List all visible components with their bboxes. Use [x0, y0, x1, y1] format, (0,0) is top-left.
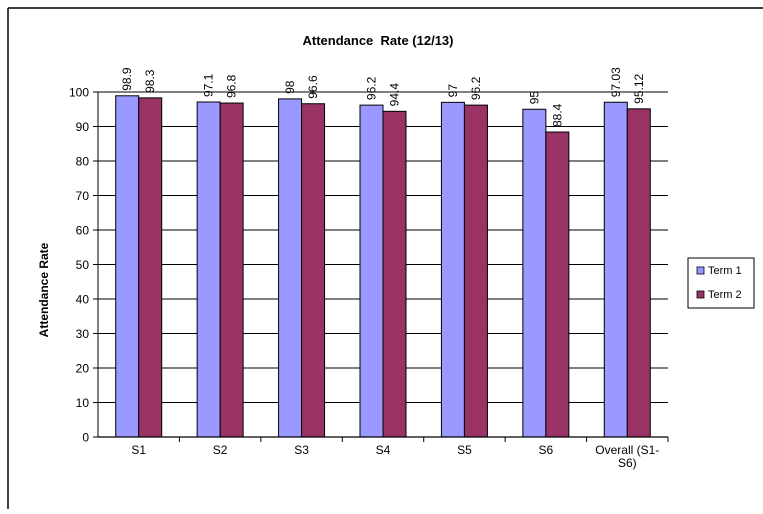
x-tick-label-s1: S1	[131, 443, 146, 457]
data-label-term-2-s6: 88.4	[550, 103, 564, 127]
x-tick-label-s4: S4	[376, 443, 391, 457]
bars	[115, 95, 651, 438]
data-label-term-1-s1: 98.9	[120, 67, 134, 91]
data-label-term-2-s5: 96.2	[469, 76, 483, 100]
legend-box	[687, 257, 755, 309]
y-tick-label-30: 30	[76, 327, 90, 341]
bar-term-2-s2	[219, 102, 244, 438]
y-tick-label-40: 40	[76, 293, 90, 307]
bar-term-2-s3	[301, 103, 326, 438]
data-label-term-2-s1: 98.3	[143, 69, 157, 93]
axes	[93, 91, 669, 442]
y-tick-label-80: 80	[76, 155, 90, 169]
data-labels: 98.9 98.3 97.1 96.8 98 96.6 96.2 94.4 97 96.2 95 88…	[120, 67, 646, 127]
bar-term-1-s6	[522, 108, 547, 438]
legend: Term 1 Term 2	[687, 257, 755, 309]
data-label-term-2-s3: 96.6	[306, 75, 320, 99]
bar-term-2-s5	[463, 104, 488, 438]
bar-term-2-s4	[382, 110, 407, 438]
legend-label-term-1: Term 1	[708, 265, 742, 277]
y-tick-labels: 0 10 20 30 40 50 60 70 80 90 100	[69, 86, 89, 445]
data-label-term-2-overall-s1-s6: 95.12	[632, 73, 646, 103]
data-label-term-1-s5: 97	[446, 84, 460, 98]
bar-term-1-s3	[278, 98, 303, 438]
data-label-term-1-s4: 96.2	[365, 76, 379, 100]
y-tick-label-0: 0	[82, 431, 89, 445]
y-tick-label-90: 90	[76, 120, 90, 134]
bar-term-1-s1	[115, 95, 140, 438]
bar-term-2-s1	[138, 97, 163, 438]
data-label-term-1-s3: 98	[283, 80, 297, 94]
data-label-term-1-s6: 95	[527, 91, 541, 105]
bar-term-1-overall-s1-s6	[603, 101, 628, 438]
data-label-term-1-s2: 97.1	[202, 73, 216, 97]
chart-title: Attendance Rate (12/13)	[303, 33, 454, 48]
bar-term-2-s6	[545, 131, 570, 438]
x-tick-label-s2: S2	[213, 443, 228, 457]
y-tick-label-50: 50	[76, 258, 90, 272]
y-tick-label-70: 70	[76, 189, 90, 203]
x-tick-labels: S1 S2 S3 S4 S5 S6 Overall (S1-S6)	[131, 443, 659, 470]
y-tick-label-10: 10	[76, 396, 90, 410]
x-tick-label-s5: S5	[457, 443, 472, 457]
legend-label-term-2: Term 2	[708, 289, 742, 301]
legend-swatch-term-2	[696, 290, 705, 299]
data-label-term-1-overall-s1-s6: 97.03	[609, 67, 623, 97]
x-tick-label-s6: S6	[539, 443, 554, 457]
x-tick-label-s3: S3	[294, 443, 309, 457]
y-tick-label-100: 100	[69, 86, 89, 100]
y-tick-label-60: 60	[76, 224, 90, 238]
data-label-term-2-s4: 94.4	[388, 83, 402, 107]
legend-swatch-term-1	[696, 266, 705, 275]
data-label-term-2-s2: 96.8	[225, 74, 239, 98]
y-axis-label: Attendance Rate	[37, 242, 51, 337]
bar-term-2-overall-s1-s6	[626, 108, 651, 438]
x-tick-label-overall-s1-s6: Overall (S1-S6)	[595, 443, 659, 470]
bar-term-1-s4	[359, 104, 384, 438]
y-tick-label-20: 20	[76, 362, 90, 376]
bar-term-1-s5	[440, 101, 465, 438]
bar-term-1-s2	[196, 101, 221, 438]
